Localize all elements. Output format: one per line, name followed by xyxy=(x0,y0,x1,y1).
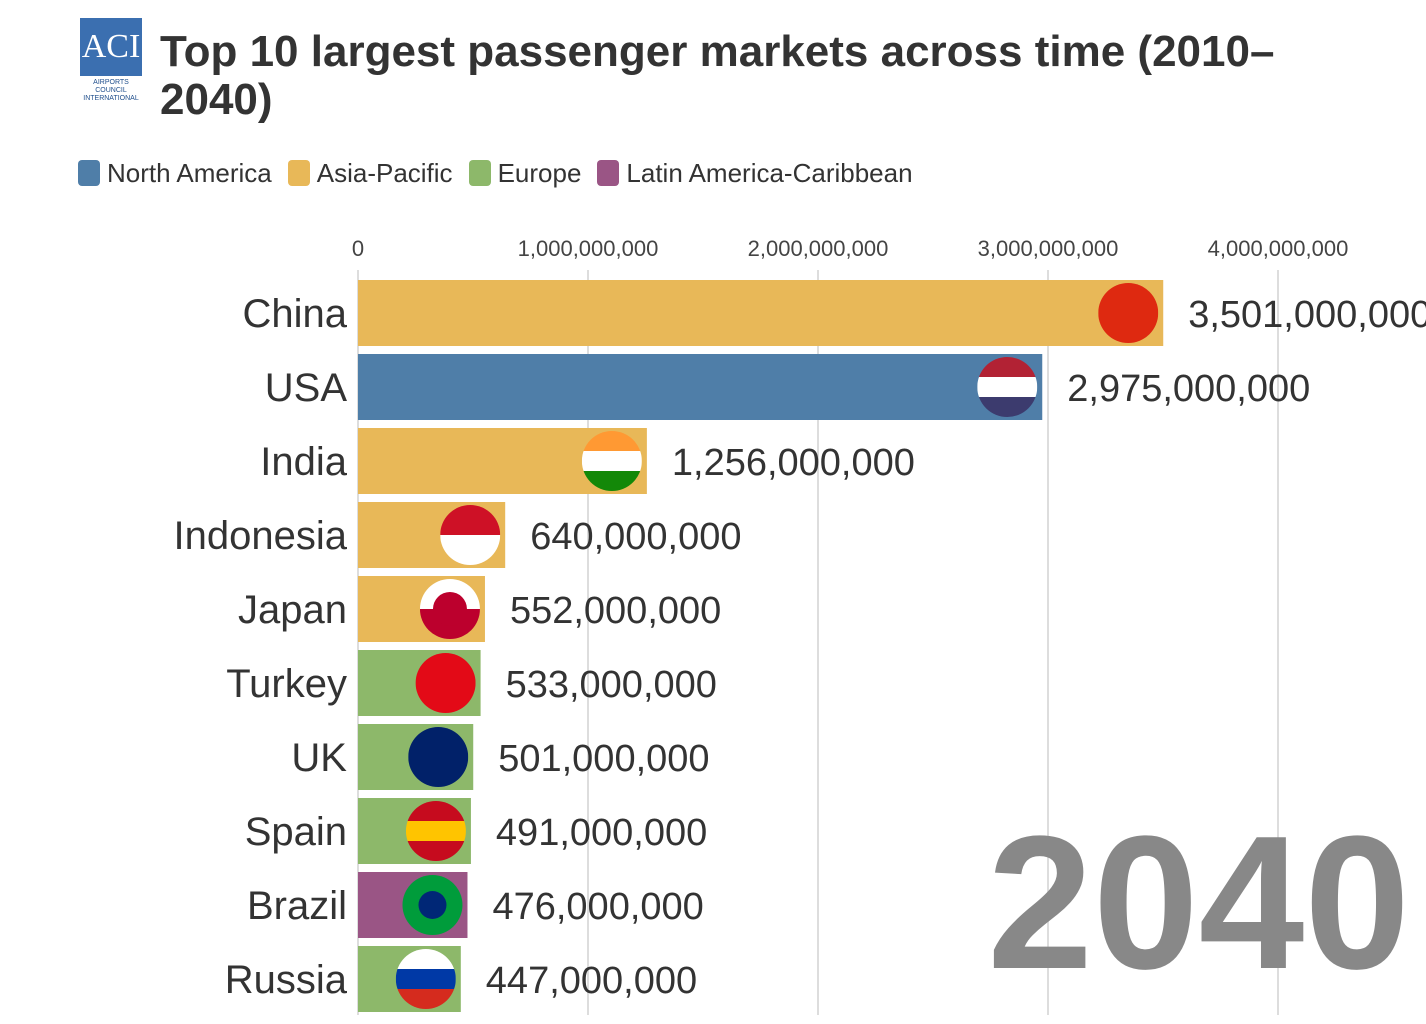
flag-stripe xyxy=(395,989,456,1009)
flag xyxy=(581,431,642,491)
category-label: Indonesia xyxy=(174,514,348,558)
legend-item: Asia-Pacific xyxy=(287,158,453,189)
legend-swatch xyxy=(78,160,100,186)
flag-stripe xyxy=(395,949,456,969)
logo-caption: AIRPORTS COUNCIL INTERNATIONAL xyxy=(83,79,139,102)
value-label: 501,000,000 xyxy=(498,738,709,780)
logo-mark: ACI xyxy=(80,18,142,76)
legend-label: Latin America-Caribbean xyxy=(626,158,913,188)
flag xyxy=(977,357,1038,417)
flag-stripe xyxy=(977,397,1038,417)
chart-title: Top 10 largest passenger markets across … xyxy=(160,27,1275,124)
category-label: Spain xyxy=(245,810,347,854)
flag-stripe xyxy=(408,727,469,787)
x-tick-label: 3,000,000,000 xyxy=(978,236,1119,261)
bar xyxy=(358,354,1043,420)
year-label: 2040 xyxy=(987,797,1410,1009)
flag xyxy=(402,875,463,935)
legend-swatch xyxy=(287,160,310,186)
flag-disc xyxy=(432,592,467,626)
value-label: 640,000,000 xyxy=(530,516,741,558)
flag-stripe xyxy=(405,841,466,861)
value-label: 447,000,000 xyxy=(486,960,697,1002)
flag-stripe xyxy=(977,357,1038,377)
flag xyxy=(395,949,456,1009)
x-tick-label: 4,000,000,000 xyxy=(1208,236,1349,261)
x-tick-label: 2,000,000,000 xyxy=(748,236,889,261)
legend-item: Latin America-Caribbean xyxy=(597,158,913,189)
flag-stripe xyxy=(395,969,456,989)
flag-stripe xyxy=(405,821,466,841)
value-label: 3,501,000,000 xyxy=(1188,294,1426,336)
category-label: USA xyxy=(265,366,348,410)
flag-disc xyxy=(418,891,447,919)
category-label: China xyxy=(242,292,347,336)
flag-stripe xyxy=(405,801,466,821)
bar xyxy=(358,280,1164,346)
value-label: 552,000,000 xyxy=(510,590,721,632)
value-label: 1,256,000,000 xyxy=(672,442,915,484)
x-tick-label: 0 xyxy=(352,236,364,261)
legend-item: North America xyxy=(78,158,272,189)
legend: North America Asia-Pacific Europe Latin Ame… xyxy=(78,158,913,189)
legend-label: Asia-Pacific xyxy=(316,158,453,188)
logo: ACI AIRPORTS COUNCIL INTERNATIONAL xyxy=(80,18,142,103)
category-label: UK xyxy=(291,736,347,780)
flag xyxy=(408,727,469,787)
flag xyxy=(405,801,466,861)
legend-label: Europe xyxy=(497,158,582,188)
category-label: Brazil xyxy=(247,884,347,928)
value-label: 491,000,000 xyxy=(496,812,707,854)
flag-stripe xyxy=(581,451,642,471)
category-label: Turkey xyxy=(226,662,347,706)
flag xyxy=(415,653,476,713)
flag xyxy=(440,505,501,565)
category-label: India xyxy=(260,440,347,484)
flag-stripe xyxy=(581,431,642,451)
flag xyxy=(419,579,480,639)
legend-swatch xyxy=(597,160,620,186)
value-label: 533,000,000 xyxy=(506,664,717,706)
flag-stripe xyxy=(415,653,476,713)
legend-label: North America xyxy=(107,158,272,188)
legend-item: Europe xyxy=(468,158,582,189)
flag-stripe xyxy=(1098,283,1159,343)
category-label: Russia xyxy=(225,958,348,1002)
flag-stripe xyxy=(977,377,1038,397)
category-label: Japan xyxy=(238,588,347,632)
value-label: 476,000,000 xyxy=(492,886,703,928)
flag-stripe xyxy=(581,471,642,491)
value-label: 2,975,000,000 xyxy=(1067,368,1310,410)
flag xyxy=(1098,283,1159,343)
legend-swatch xyxy=(468,160,491,186)
x-tick-label: 1,000,000,000 xyxy=(518,236,659,261)
